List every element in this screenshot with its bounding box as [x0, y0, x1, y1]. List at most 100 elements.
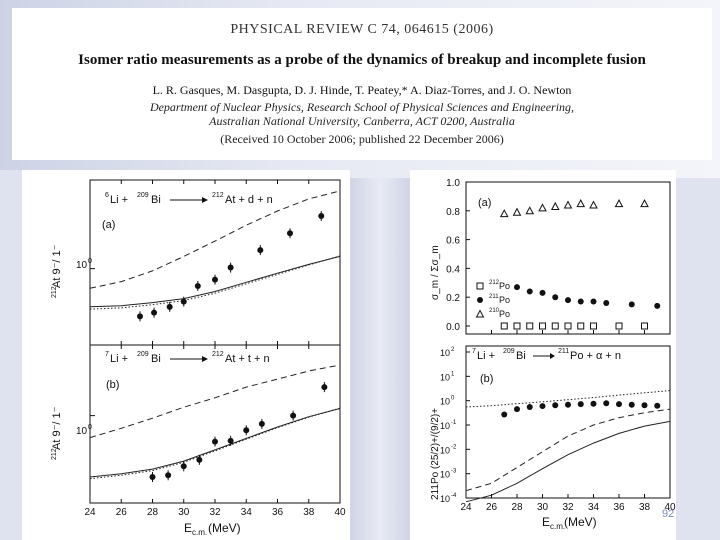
right-a-ytick-label: 0.4 — [446, 264, 460, 275]
right-b-proj-mass: 7 — [472, 348, 476, 355]
right-a-legend-triangle — [475, 309, 485, 318]
left-a-panel-label: (a) — [102, 219, 115, 231]
left-xtick-label: 38 — [303, 507, 315, 518]
right-a-legend-name: Po — [499, 295, 510, 305]
left-b-point — [258, 420, 265, 427]
page-number: 92 — [662, 508, 675, 520]
left-a-point — [257, 247, 264, 254]
left-a-marks — [89, 180, 341, 345]
paper-title: Isomer ratio measurements as a probe of … — [78, 52, 646, 68]
right-b-point — [577, 401, 584, 408]
left-a-prod-mass: 212 — [212, 192, 224, 199]
right-x-axis: 24 26 28 30 32 34 36 38 40 — [460, 502, 676, 513]
right-a-circle-point — [552, 294, 559, 301]
right-a-square-point — [615, 322, 623, 330]
left-b-ylabel: 212 At 9⁻/ 1⁻ — [51, 406, 63, 460]
right-a-ytick-label: 0.6 — [446, 236, 460, 247]
paper-header: PHYSICAL REVIEW C 74, 064615 (2006) Isom… — [12, 8, 712, 160]
right-a-triangle-point — [499, 209, 509, 218]
left-b-ytick: 10 — [76, 426, 88, 437]
right-b-ytick-exp: -1 — [451, 420, 457, 426]
right-xtick-label: 26 — [486, 502, 498, 513]
right-b-point — [590, 400, 597, 407]
left-b-point — [149, 473, 156, 480]
right-b-marks — [465, 390, 671, 503]
right-b-ytick-exp: 0 — [451, 396, 455, 402]
left-xlabel: E c.m. (MeV) — [184, 521, 241, 537]
journal-citation: PHYSICAL REVIEW C 74, 064615 (2006) — [230, 22, 494, 37]
right-figure: (a) 0.0 0.2 0.4 0.6 0.8 1.0 σ_m / Σσ_m 212 Po 2… — [410, 170, 676, 540]
right-a-triangle-point — [550, 201, 560, 210]
right-b-ytick-exp: -3 — [451, 469, 457, 475]
left-a-ytick-exp: 0 — [88, 258, 92, 265]
right-b-ytick-base: 10 — [440, 348, 450, 358]
left-a-arrow-head — [202, 197, 208, 203]
right-a-square-point — [500, 322, 508, 330]
right-a-triangle-point — [538, 203, 547, 212]
right-b-point — [654, 402, 661, 409]
right-a-y-axis: 0.0 0.2 0.4 0.6 0.8 1.0 — [446, 178, 470, 333]
right-a-circle-point — [565, 297, 571, 304]
right-a-legend-mass: 210 — [489, 308, 500, 314]
left-a-prod: At + d + n — [225, 194, 273, 206]
right-a-triangle-point — [576, 199, 586, 208]
right-b-ytick-base: 10 — [440, 445, 450, 455]
left-a-point — [151, 309, 158, 316]
left-a-point — [227, 264, 234, 271]
right-b-point — [552, 402, 559, 409]
right-a-ytick-label: 0.2 — [446, 293, 460, 304]
right-xlabel-main: E — [542, 515, 550, 529]
right-xtick-label: 34 — [588, 502, 600, 513]
right-b-targ: Bi — [516, 350, 526, 362]
right-b-ytick-exp: -2 — [451, 444, 457, 450]
right-b-ytick-exp: 1 — [451, 371, 455, 377]
left-b-ylabel-sup: 212 — [51, 448, 58, 460]
right-b-targ-mass: 209 — [503, 348, 515, 355]
left-b-frame — [89, 344, 341, 504]
right-xtick-label: 40 — [664, 502, 676, 513]
right-xlabel-unit: (MeV) — [564, 515, 597, 529]
right-a-triangle-point — [512, 207, 522, 216]
received-dates: (Received 10 October 2006; published 22 … — [220, 132, 504, 146]
left-b-point — [243, 427, 250, 434]
right-xtick-label: 38 — [639, 502, 651, 513]
right-b-ytick-base: 10 — [440, 421, 450, 431]
author-list: L. R. Gasques, M. Dasgupta, D. J. Hinde,… — [152, 83, 572, 97]
right-a-circle-point — [514, 284, 520, 291]
left-a-ylabel: 212 At 9⁻/ 1⁻ — [51, 244, 63, 298]
left-a-point — [212, 276, 218, 283]
left-a-theory-dashed — [89, 190, 341, 289]
left-xtick-label: 24 — [84, 507, 96, 518]
right-b-ytick-base: 10 — [440, 494, 450, 504]
right-a-square-point — [577, 322, 585, 330]
right-a-legend-circle — [477, 297, 483, 303]
right-a-square-point — [590, 322, 597, 330]
left-b-point — [321, 384, 328, 391]
left-b-prod: At + t + n — [225, 353, 270, 365]
left-b-point — [165, 472, 172, 479]
right-b-prod: Po + α + n — [570, 350, 621, 362]
left-a-point — [318, 213, 325, 220]
left-xlabel-main: E — [184, 521, 192, 535]
left-b-point — [212, 438, 218, 445]
right-a-ytick-label: 0.8 — [446, 207, 460, 218]
right-a-square-point — [539, 322, 546, 330]
right-xlabel-sub: c.m. — [550, 522, 565, 531]
slide-middle-band — [350, 178, 410, 540]
right-a-ylabel: σ_m / Σσ_m — [430, 245, 441, 300]
right-a-legend-mass: 211 — [489, 294, 499, 300]
right-xlabel: E c.m. (MeV) — [542, 515, 597, 531]
right-b-arrow-head — [550, 353, 555, 359]
left-xlabel-unit: (MeV) — [208, 521, 241, 535]
right-b-point — [616, 401, 622, 408]
affiliation: Department of Nuclear Physics, Research … — [12, 100, 712, 128]
left-a-ytick: 10 — [76, 260, 88, 271]
right-b-theory-dotted — [465, 390, 671, 408]
right-a-triangle-point — [640, 199, 649, 208]
left-x-axis: 24 26 28 30 32 34 36 38 40 — [84, 507, 346, 518]
left-b-arrow-head — [202, 356, 208, 362]
left-b-reaction: 7 Li + 209 Bi 212 At + t + n — [105, 351, 270, 365]
right-b-point — [526, 403, 533, 410]
right-b-ytick-base: 10 — [440, 372, 450, 382]
